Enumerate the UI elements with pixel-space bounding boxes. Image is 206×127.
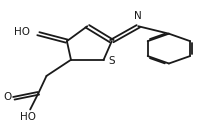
Text: HO: HO — [20, 112, 36, 122]
Text: S: S — [108, 56, 115, 66]
Text: HO: HO — [14, 27, 30, 37]
Text: N: N — [134, 11, 142, 21]
Text: O: O — [4, 92, 12, 102]
